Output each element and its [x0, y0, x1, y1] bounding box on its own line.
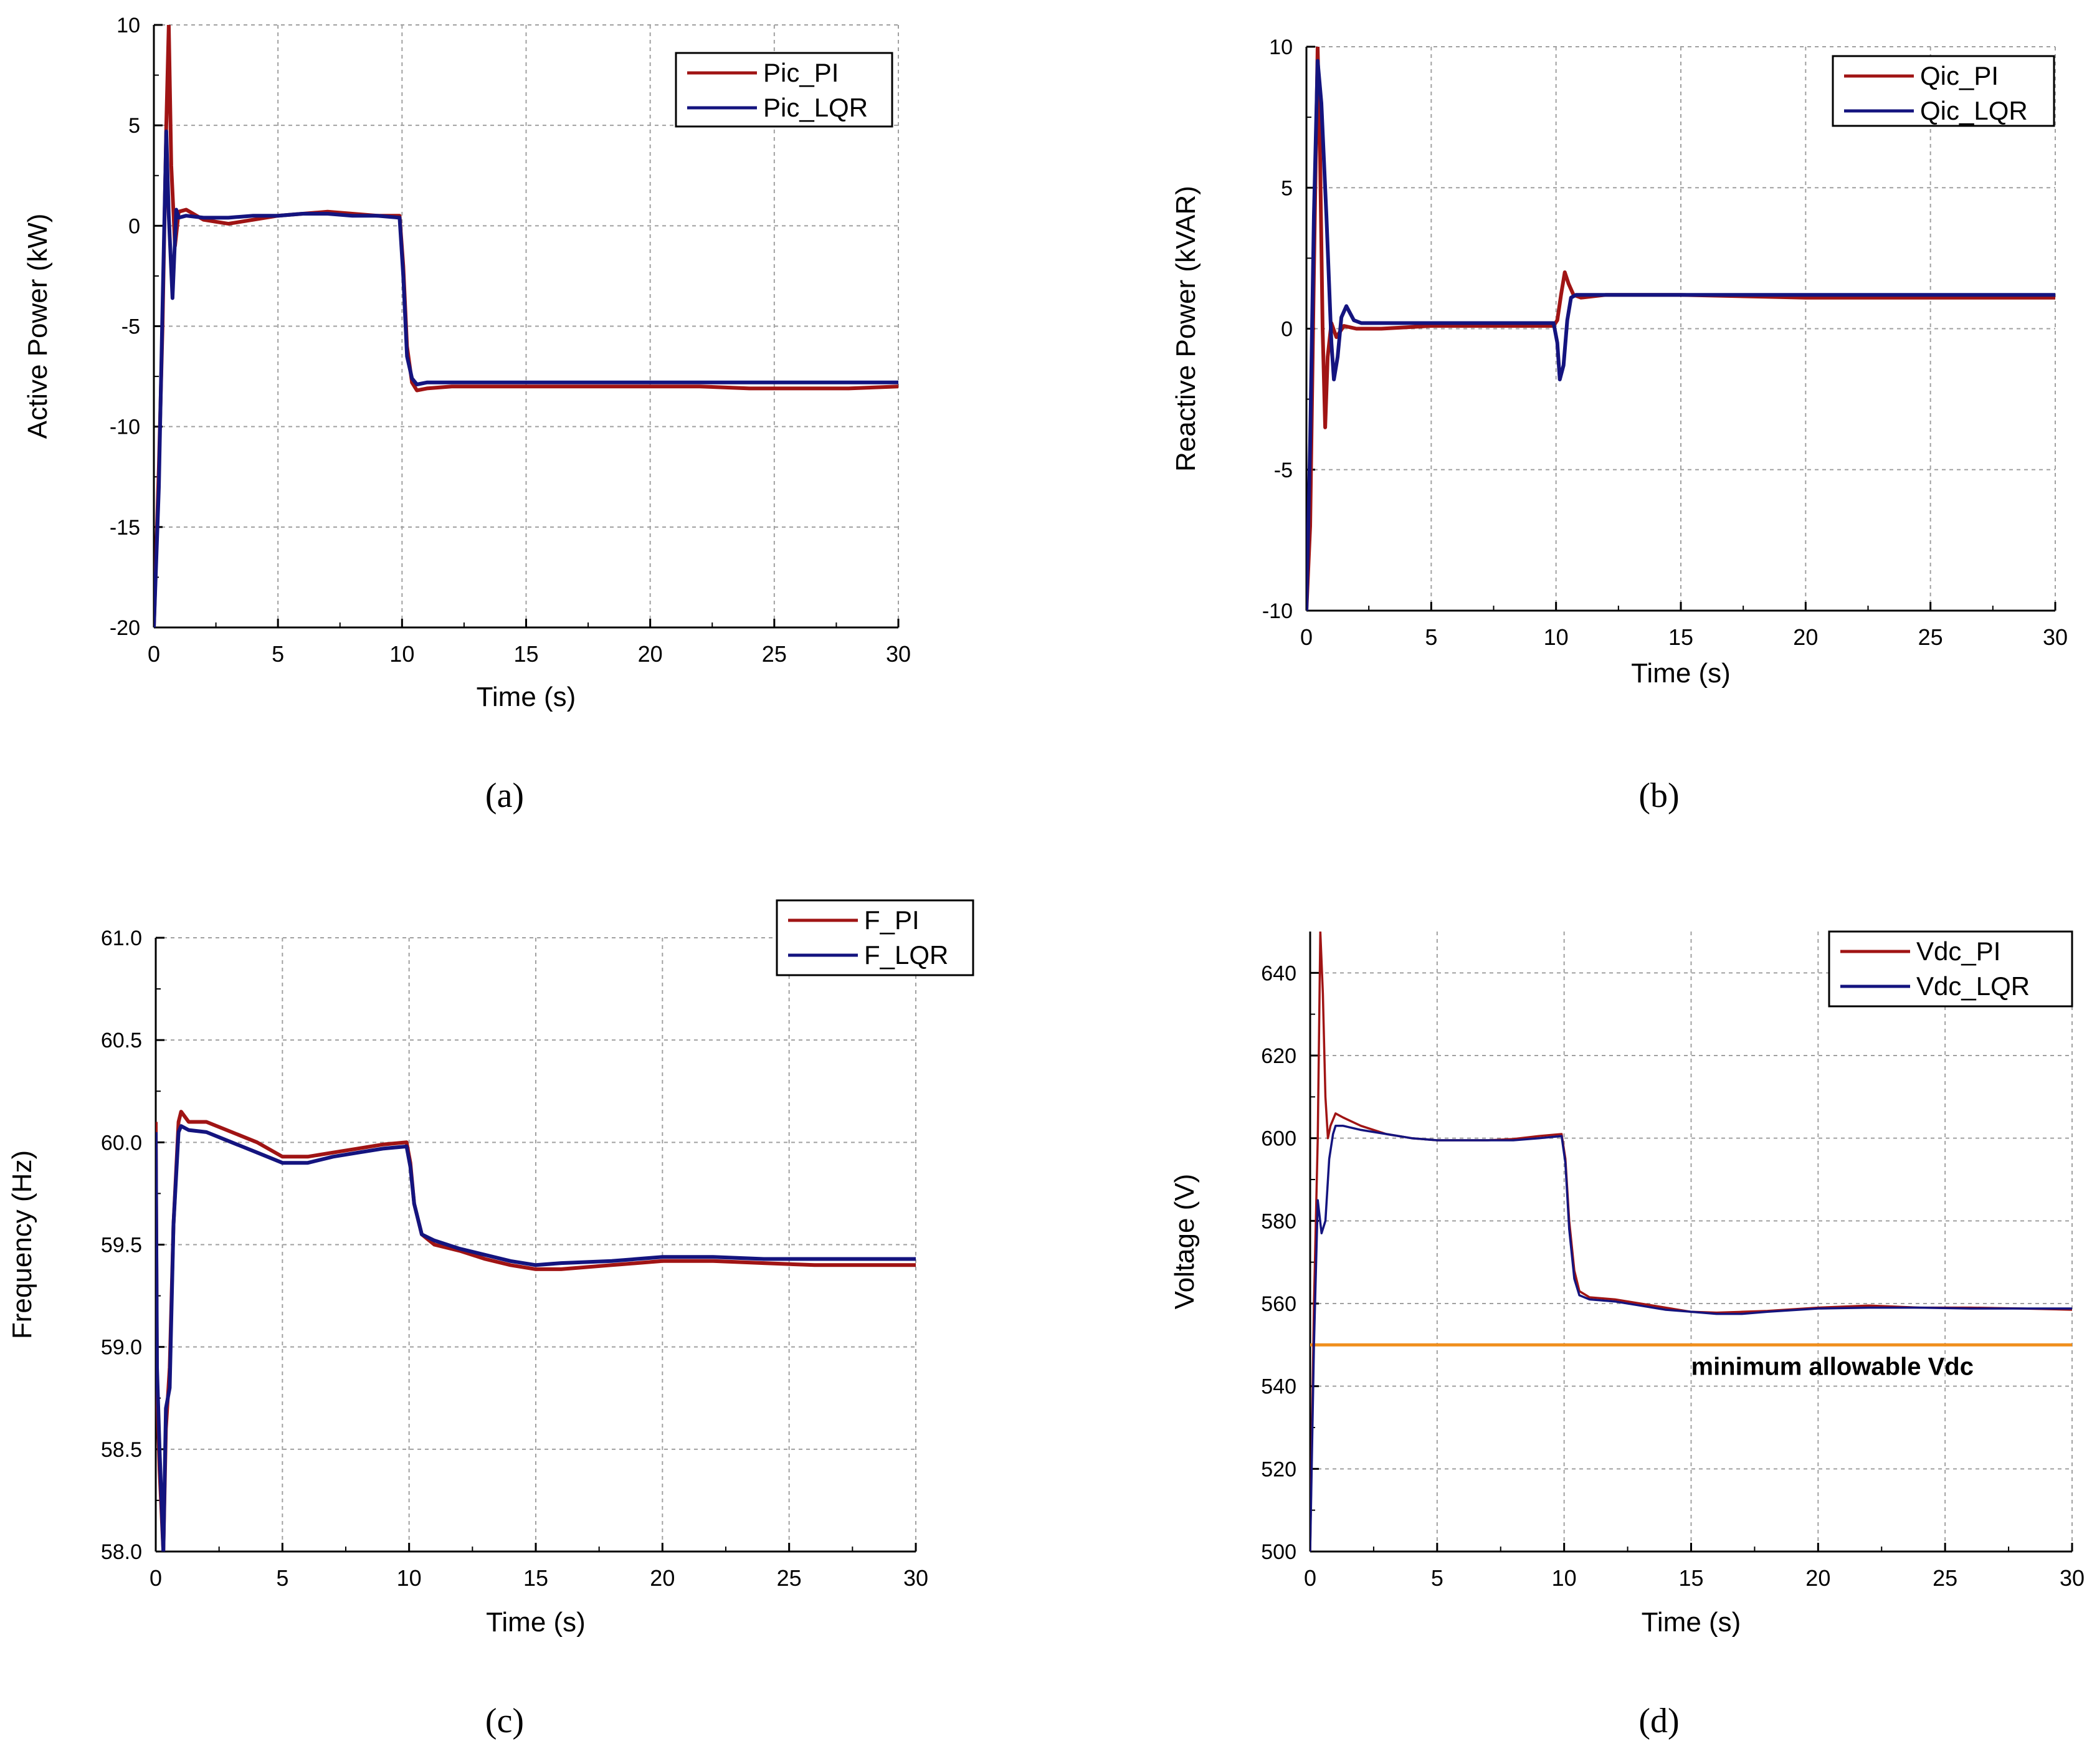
series-line-vdc-lqr [1310, 1125, 2072, 1552]
series-group [1306, 47, 2055, 611]
x-tick-label: 30 [2060, 1565, 2085, 1591]
x-axis-title: Time (s) [477, 682, 576, 712]
y-tick-label: 560 [1261, 1292, 1296, 1316]
x-tick-label: 20 [650, 1565, 675, 1591]
x-tick-label: 0 [1300, 624, 1313, 650]
x-tick-label: 20 [638, 641, 663, 667]
x-tick-label: 0 [1304, 1565, 1316, 1591]
x-tick-label: 25 [777, 1565, 802, 1591]
y-tick-label: -10 [1262, 599, 1293, 623]
series-line-qic-lqr [1306, 59, 2055, 611]
legend-box [675, 52, 893, 128]
x-tick-label: 20 [1805, 1565, 1830, 1591]
panel-label: (b) [1638, 776, 1679, 815]
x-axis-title: Time (s) [1642, 1607, 1741, 1638]
x-tick-label: 20 [1793, 624, 1818, 650]
legend-label: Pic_LQR [763, 93, 868, 122]
series-group [154, 25, 898, 627]
legend-label: Vdc_LQR [1916, 971, 2030, 1001]
x-tick-label: 5 [1425, 624, 1437, 650]
x-tick-label: 15 [1678, 1565, 1703, 1591]
y-axis-title: Voltage (V) [1169, 1174, 1200, 1310]
y-axis-title: Reactive Power (kVAR) [1171, 186, 1201, 472]
y-tick-label: 580 [1261, 1209, 1296, 1233]
y-tick-label: 59.5 [101, 1234, 142, 1257]
y-tick-label: 60.0 [101, 1131, 142, 1155]
legend-label: Qic_LQR [1920, 96, 2028, 125]
grid-lines [1306, 46, 2056, 611]
x-tick-label: 5 [1431, 1565, 1443, 1591]
x-tick-label: 0 [150, 1565, 162, 1591]
x-tick-label: 30 [2043, 624, 2068, 650]
chart-frequency: 0 5 10 15 20 25 30 58.0 58.5 59.0 59.5 60.0 60.5 61.0… [7, 899, 974, 1740]
legend-label: Pic_PI [763, 58, 839, 87]
y-tick-label: -20 [110, 616, 140, 640]
y-tick-label: 61.0 [101, 927, 142, 950]
panel-label: (c) [485, 1702, 524, 1740]
panel-label: (d) [1638, 1702, 1679, 1740]
x-tick-label: 5 [276, 1565, 288, 1591]
y-tick-label: 500 [1261, 1540, 1296, 1564]
chart-active-power: 0 5 10 15 20 25 30 -20 -15 -10 -5 0 5 10 Time (s) Activ… [22, 14, 911, 815]
series-group [156, 1110, 916, 1552]
legend-box [1832, 55, 2055, 127]
y-tick-label: 640 [1261, 961, 1296, 985]
x-tick-label: 25 [762, 641, 787, 667]
x-tick-label: 10 [1552, 1565, 1577, 1591]
chart-dc-voltage: 0 5 10 15 20 25 30 500 520 540 560 580 600 620 640 Time… [1169, 930, 2085, 1740]
y-tick-label: 540 [1261, 1375, 1296, 1399]
grid-lines [1310, 932, 2073, 1552]
legend-label: F_PI [864, 905, 920, 935]
legend-label: F_LQR [864, 940, 948, 970]
y-tick-label: -5 [1274, 459, 1293, 482]
y-axis-title: Active Power (kW) [22, 214, 53, 439]
y-tick-label: 10 [1269, 36, 1293, 59]
y-tick-label: 0 [128, 214, 140, 238]
x-tick-label: 15 [1668, 624, 1693, 650]
y-tick-label: 600 [1261, 1127, 1296, 1151]
x-tick-label: 25 [1918, 624, 1943, 650]
x-axis-title: Time (s) [1631, 658, 1731, 689]
legend-label: Qic_PI [1920, 61, 1999, 90]
y-tick-label: -5 [121, 315, 140, 339]
x-tick-label: 10 [397, 1565, 422, 1591]
y-tick-label: 0 [1281, 318, 1293, 341]
x-tick-label: 15 [513, 641, 538, 667]
legend-box [776, 899, 974, 976]
y-tick-label: -15 [110, 516, 140, 540]
panel-label: (a) [485, 776, 524, 815]
y-tick-label: 5 [1281, 176, 1293, 200]
x-tick-label: 30 [903, 1565, 928, 1591]
series-line-f-lqr [156, 1124, 916, 1552]
x-tick-label: 0 [148, 641, 160, 667]
min-vdc-annotation: minimum allowable Vdc [1691, 1353, 1974, 1380]
y-tick-label: 520 [1261, 1457, 1296, 1481]
y-tick-label: 59.0 [101, 1336, 142, 1360]
y-axis-title: Frequency (Hz) [7, 1150, 37, 1339]
series-group [1310, 932, 2072, 1552]
y-tick-label: -10 [110, 416, 140, 439]
x-tick-label: 15 [523, 1565, 548, 1591]
legend-label: Vdc_PI [1916, 937, 2000, 966]
y-tick-label: 5 [128, 114, 140, 138]
x-tick-label: 30 [886, 641, 911, 667]
y-tick-label: 58.5 [101, 1438, 142, 1462]
y-tick-label: 620 [1261, 1044, 1296, 1068]
x-tick-label: 10 [389, 641, 414, 667]
x-axis-title: Time (s) [486, 1607, 586, 1638]
y-tick-label: 10 [117, 14, 140, 37]
x-tick-label: 10 [1544, 624, 1569, 650]
grid-lines [156, 937, 916, 1552]
x-tick-label: 25 [1933, 1565, 1957, 1591]
y-tick-label: 58.0 [101, 1540, 142, 1564]
chart-reactive-power: 0 5 10 15 20 25 30 -10 -5 0 5 10 Time (s) Reactive Po… [1171, 36, 2068, 815]
y-tick-label: 60.5 [101, 1029, 142, 1052]
legend-box [1828, 930, 2073, 1008]
series-line-pic-lqr [154, 129, 898, 627]
x-tick-label: 5 [272, 641, 284, 667]
